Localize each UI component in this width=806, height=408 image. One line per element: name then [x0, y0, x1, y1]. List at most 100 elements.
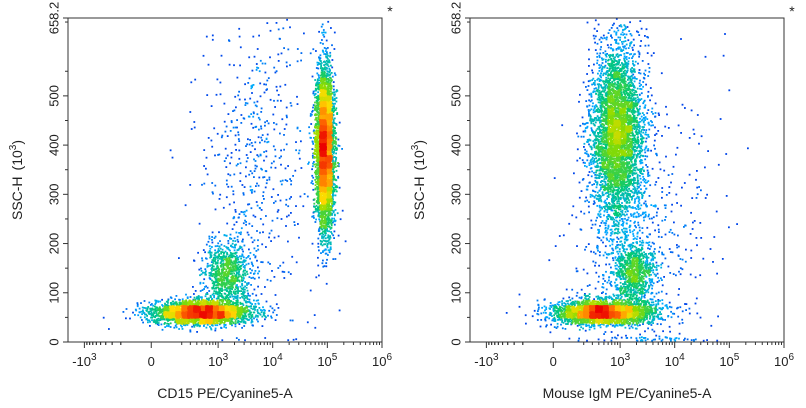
event-dot	[323, 243, 325, 245]
event-dot	[311, 175, 313, 177]
event-dot	[126, 308, 128, 310]
event-dot	[235, 291, 237, 293]
event-dot	[324, 206, 326, 208]
event-dot	[254, 272, 256, 274]
event-dot	[226, 258, 228, 260]
event-dot	[245, 145, 247, 147]
event-dot	[218, 248, 220, 250]
event-dot	[312, 177, 314, 179]
event-dot	[226, 288, 228, 290]
event-dot	[226, 282, 228, 284]
event-dot	[260, 168, 262, 170]
event-dot	[240, 306, 242, 308]
event-dot	[230, 291, 232, 293]
event-dot	[244, 281, 246, 283]
event-dot	[309, 132, 311, 134]
event-dot	[287, 165, 289, 167]
event-dot	[241, 319, 243, 321]
event-dot	[278, 29, 280, 31]
event-dot	[269, 177, 271, 179]
event-dot	[248, 56, 250, 58]
event-dot	[255, 105, 257, 107]
event-dot	[213, 285, 215, 287]
event-dot	[245, 166, 247, 168]
event-dot	[157, 301, 159, 303]
event-dot	[267, 262, 269, 264]
event-dot	[330, 85, 332, 87]
event-dot	[254, 216, 256, 218]
event-dot	[232, 243, 234, 245]
event-dot	[247, 273, 249, 275]
event-dot	[285, 225, 287, 227]
event-dot	[327, 95, 329, 97]
event-dot	[256, 319, 258, 321]
event-dot	[318, 107, 320, 109]
event-dot	[329, 249, 331, 251]
event-dot	[341, 148, 343, 150]
event-dot	[251, 207, 253, 209]
event-dot	[315, 181, 317, 183]
event-dot	[173, 305, 175, 307]
event-dot	[108, 328, 110, 330]
event-dot	[249, 223, 251, 225]
event-dot	[214, 260, 216, 262]
event-dot	[211, 273, 213, 275]
event-dot	[322, 266, 324, 268]
event-dot	[245, 307, 247, 309]
event-dot	[226, 262, 228, 264]
event-dot	[203, 288, 205, 290]
event-dot	[324, 84, 326, 86]
event-dot	[276, 86, 278, 88]
event-dot	[333, 108, 335, 110]
event-dot	[164, 323, 166, 325]
event-dot	[241, 308, 243, 310]
event-dot	[330, 65, 332, 67]
event-dot	[338, 139, 340, 141]
event-dot	[237, 236, 239, 238]
event-dot	[329, 102, 331, 104]
event-dot	[205, 293, 207, 295]
event-dot	[152, 315, 154, 317]
event-dot	[262, 177, 264, 179]
event-dot	[256, 63, 258, 65]
event-dot	[289, 178, 291, 180]
event-dot	[230, 319, 232, 321]
event-dot	[236, 275, 238, 277]
event-dot	[253, 312, 255, 314]
event-dot	[140, 317, 142, 319]
event-dot	[204, 286, 206, 288]
event-dot	[260, 126, 262, 128]
event-dot	[262, 325, 264, 327]
event-dot	[233, 273, 235, 275]
event-dot	[260, 155, 262, 157]
event-dot	[317, 238, 319, 240]
event-dot	[152, 309, 154, 311]
event-dot	[252, 308, 254, 310]
event-dot	[250, 284, 252, 286]
event-dot	[217, 242, 219, 244]
event-dot	[160, 312, 162, 314]
event-dot	[244, 295, 246, 297]
event-dot	[229, 237, 231, 239]
event-dot	[322, 87, 324, 89]
event-dot	[315, 93, 317, 95]
event-dot	[220, 248, 222, 250]
event-dot	[280, 156, 282, 158]
event-dot	[206, 327, 208, 329]
event-dot	[170, 296, 172, 298]
event-dot	[323, 99, 325, 101]
event-dot	[244, 300, 246, 302]
event-dot	[325, 217, 327, 219]
event-dot	[193, 293, 195, 295]
event-dot	[329, 208, 331, 210]
event-dot	[339, 122, 341, 124]
event-dot	[264, 318, 266, 320]
event-dot	[240, 46, 242, 48]
event-dot	[310, 137, 312, 139]
event-dot	[202, 301, 204, 303]
event-dot	[320, 90, 322, 92]
event-dot	[317, 207, 319, 209]
event-dot	[257, 113, 259, 115]
event-dot	[312, 148, 314, 150]
